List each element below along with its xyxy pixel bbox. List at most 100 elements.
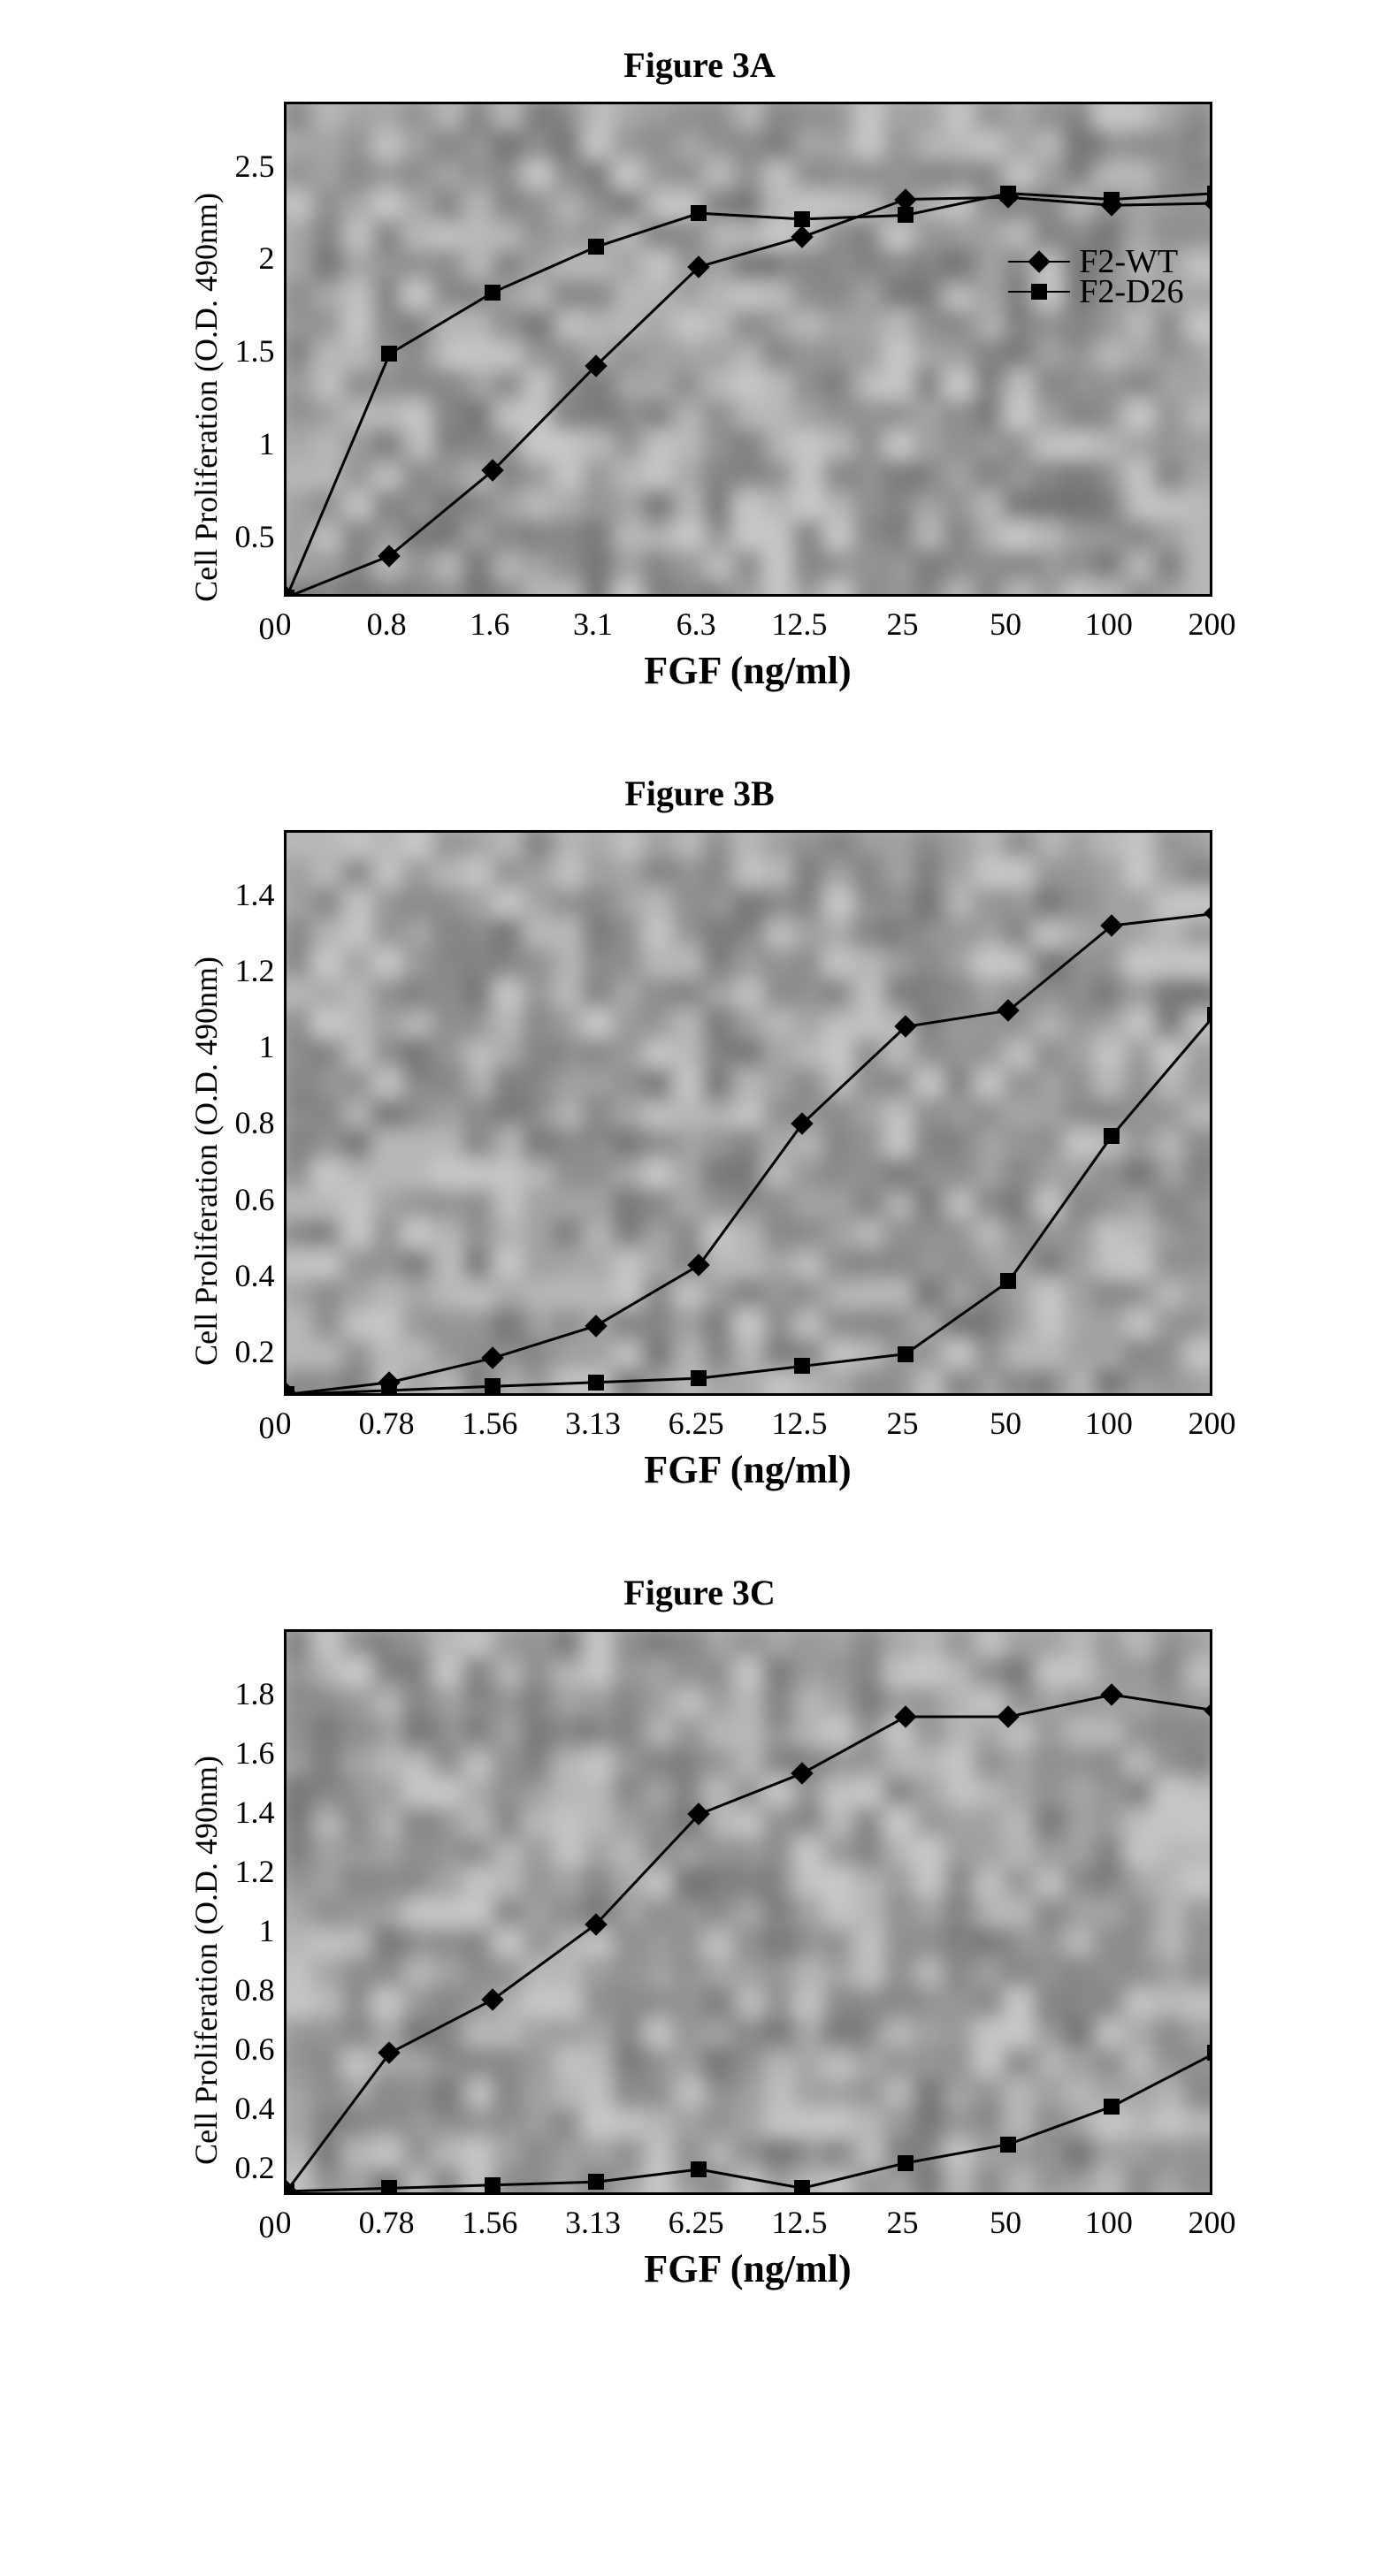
square-marker [1207,186,1212,202]
square-marker [794,1358,810,1374]
xtick: 0.78 [359,1405,415,1442]
figure-3b: Figure 3B Cell Proliferation (O.D. 490nm… [36,773,1363,1492]
ytick: 0.2 [235,1336,275,1368]
ytick: 0 [259,613,275,644]
ytick: 2 [259,242,275,274]
square-marker [898,2155,914,2171]
xtick: 1.56 [462,1405,517,1442]
xtick: 0 [276,1405,292,1442]
square-marker [1104,2099,1120,2115]
square-marker [1000,1273,1016,1289]
figure-3a-title: Figure 3A [623,44,775,86]
figure-3c-xaxis: 00.781.563.136.2512.52550100200 [284,2195,1212,2241]
series-line-f2-wt [287,913,1212,1394]
figure-3c-chart: Cell Proliferation (O.D. 490nm) 1.81.61.… [187,1629,1212,2291]
square-marker [691,205,707,221]
xtick: 25 [887,606,919,643]
square-marker [1207,2045,1212,2061]
series-lines [287,1632,1212,2195]
figure-3b-chart: Cell Proliferation (O.D. 490nm) 1.41.210… [187,830,1212,1492]
square-marker [588,2174,604,2190]
square-marker [1104,1128,1120,1144]
legend-item: F2-D26 [1008,277,1183,307]
square-marker [284,590,294,597]
ytick: 0.6 [235,1184,275,1216]
xtick: 12.5 [771,606,827,643]
series-line-f2-d26 [287,1015,1212,1395]
square-marker [898,1346,914,1362]
xtick: 3.13 [565,2204,621,2241]
figure-3a-xaxis: 00.81.63.16.312.52550100200 [284,597,1212,643]
series-lines [287,833,1212,1396]
xtick: 3.1 [573,606,613,643]
figure-3b-title: Figure 3B [624,773,774,814]
square-marker [691,2161,707,2177]
figure-3a-plot-area: F2-WTF2-D26 [284,102,1212,597]
ytick: 1.6 [235,1737,275,1769]
xtick: 12.5 [771,1405,827,1442]
ytick: 0 [259,1412,275,1444]
ytick: 1 [259,1031,275,1063]
legend-label: F2-D26 [1079,272,1183,311]
page: Figure 3A Cell Proliferation (O.D. 490nm… [36,44,1363,2291]
ytick: 0.6 [235,2033,275,2065]
series-lines [287,104,1212,597]
square-marker [1000,186,1016,202]
xtick: 50 [990,2204,1021,2241]
diamond-icon [1028,250,1051,272]
square-marker [794,211,810,227]
ytick: 1.4 [235,1796,275,1828]
square-marker [794,2180,810,2195]
square-marker [485,2177,501,2193]
ytick: 0.4 [235,2092,275,2124]
square-marker [284,1386,294,1396]
square-marker [898,207,914,223]
legend-line [1008,291,1070,293]
ytick: 1.4 [235,879,275,911]
xtick: 12.5 [771,2204,827,2241]
xtick: 100 [1085,1405,1133,1442]
ytick: 1 [259,428,275,460]
square-marker [691,1370,707,1386]
figure-3c-title: Figure 3C [623,1572,775,1613]
xtick: 0 [276,606,292,643]
figure-3a-yaxis: 2.521.510.50 [235,150,284,645]
figure-3c-plot-area [284,1629,1212,2195]
legend: F2-WTF2-D26 [1001,243,1190,310]
xtick: 0.8 [367,606,407,643]
xtick: 200 [1189,606,1236,643]
xtick: 100 [1085,2204,1133,2241]
figure-3c-xlabel: FGF (ng/ml) [284,2246,1212,2291]
ytick: 0 [259,2211,275,2243]
xtick: 1.56 [462,2204,517,2241]
figure-3a-ylabel: Cell Proliferation (O.D. 490nm) [187,193,225,602]
figure-3b-xlabel: FGF (ng/ml) [284,1447,1212,1492]
series-line-f2-d26 [287,2053,1212,2191]
figure-3b-plot-area [284,830,1212,1396]
ytick: 1.8 [235,1678,275,1710]
figure-3b-xaxis: 00.781.563.136.2512.52550100200 [284,1396,1212,1442]
ytick: 0.8 [235,1974,275,2006]
ytick: 1.2 [235,955,275,987]
square-marker [485,1378,501,1394]
figure-3b-ylabel: Cell Proliferation (O.D. 490nm) [187,956,225,1366]
figure-3a: Figure 3A Cell Proliferation (O.D. 490nm… [36,44,1363,693]
xtick: 50 [990,1405,1021,1442]
xtick: 3.13 [565,1405,621,1442]
legend-line [1008,261,1070,263]
ytick: 0.2 [235,2152,275,2184]
xtick: 6.25 [669,1405,724,1442]
square-marker [1207,1007,1212,1023]
figure-3a-xlabel: FGF (ng/ml) [284,648,1212,693]
square-marker [284,2184,294,2195]
figure-3a-chart: Cell Proliferation (O.D. 490nm) 2.521.51… [187,102,1212,693]
square-marker [1000,2137,1016,2153]
ytick: 1.5 [235,335,275,367]
figure-3c-yaxis: 1.81.61.41.210.80.60.40.20 [235,1678,284,2244]
xtick: 25 [887,2204,919,2241]
ytick: 0.5 [235,521,275,553]
square-marker [485,285,501,301]
ytick: 1.2 [235,1856,275,1887]
square-marker [381,346,397,362]
square-icon [1031,284,1047,300]
